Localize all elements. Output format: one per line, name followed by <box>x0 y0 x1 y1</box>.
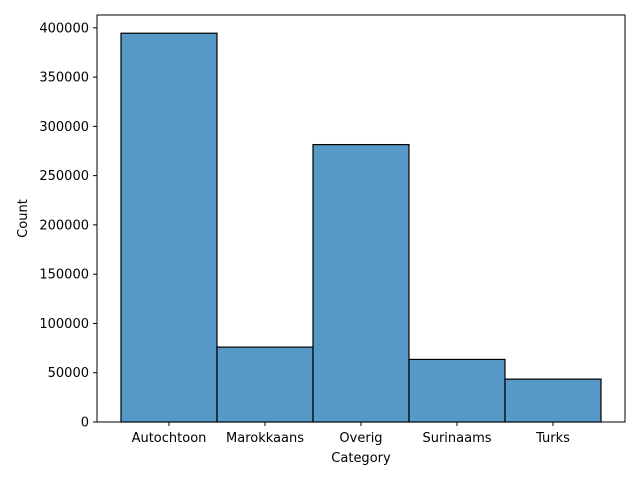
bars-group <box>120 32 602 423</box>
y-tick-label: 100000 <box>39 317 89 332</box>
bar-marokkaans <box>216 346 314 423</box>
bar-surinaams <box>408 358 506 423</box>
y-tick-label: 400000 <box>39 21 89 36</box>
y-tick-label: 0 <box>81 416 89 431</box>
bar-turks <box>504 378 602 423</box>
bar-autochtoon <box>120 32 218 423</box>
y-tick-label: 50000 <box>48 366 89 381</box>
x-tick-label: Turks <box>535 431 570 446</box>
y-axis-ticks: 0 50000 100000 150000 200000 250000 300000 3500… <box>39 21 97 431</box>
bar-overig <box>312 143 410 423</box>
y-axis-label: Count <box>16 199 31 238</box>
x-axis-label: Category <box>331 451 391 466</box>
y-tick-label: 150000 <box>39 268 89 283</box>
x-axis-ticks: Autochtoon Marokkaans Overig Surinaams Turks <box>132 422 570 446</box>
x-tick-label: Surinaams <box>422 431 491 446</box>
y-tick-label: 200000 <box>39 218 89 233</box>
x-tick-label: Autochtoon <box>132 431 207 446</box>
x-tick-label: Overig <box>339 431 382 446</box>
y-tick-label: 250000 <box>39 169 89 184</box>
y-tick-label: 350000 <box>39 71 89 86</box>
x-tick-label: Marokkaans <box>226 431 304 446</box>
y-tick-label: 300000 <box>39 120 89 135</box>
